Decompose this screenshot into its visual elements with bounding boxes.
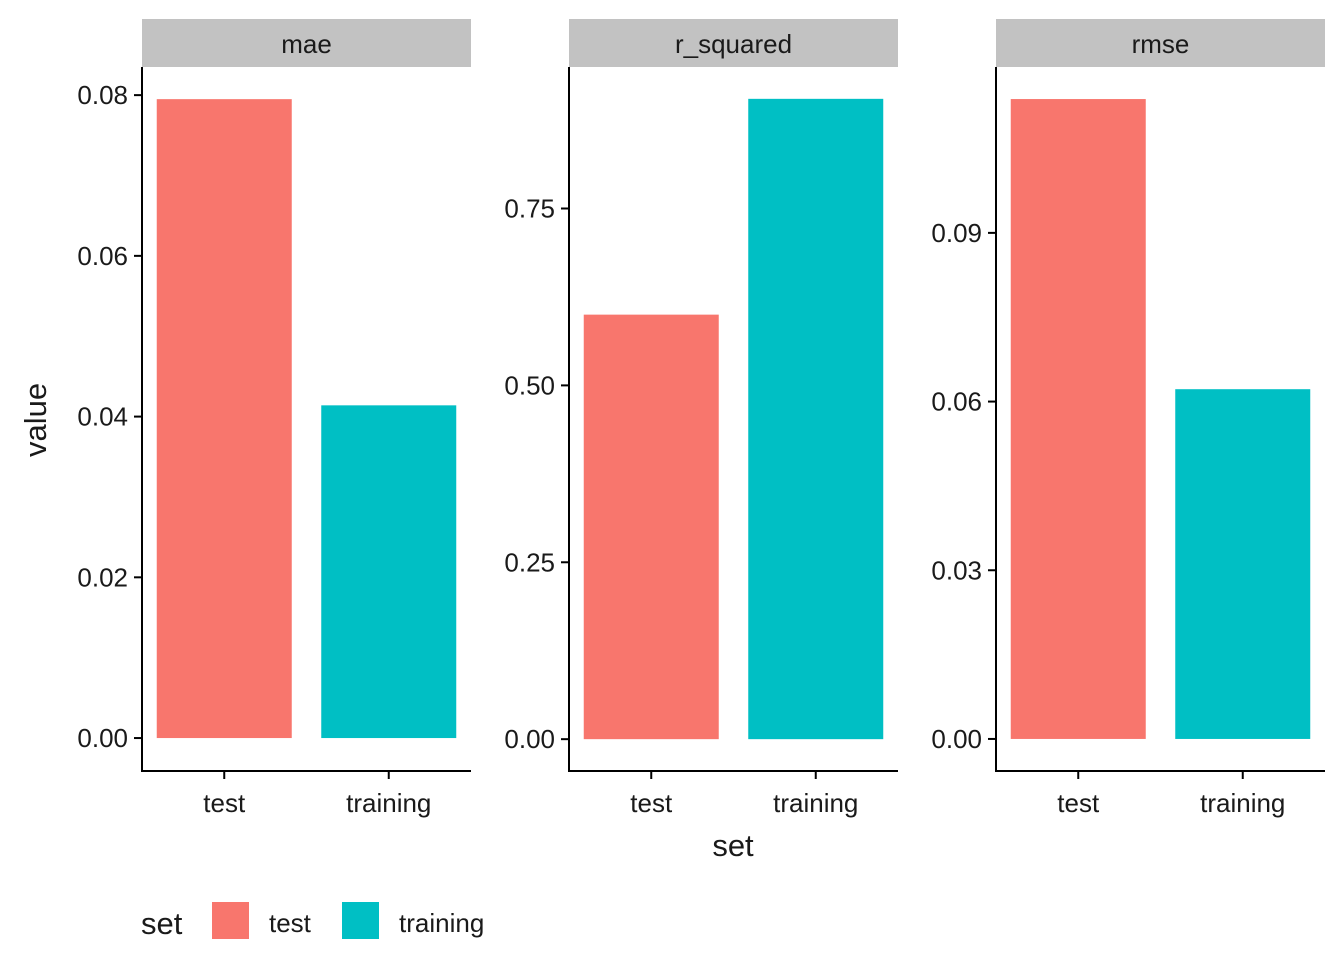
bar-mae-training xyxy=(321,405,457,739)
bar-mae-test xyxy=(156,99,292,739)
x-tick-label: training xyxy=(346,788,431,818)
x-tick-label: test xyxy=(1057,788,1100,818)
y-tick-label: 0.04 xyxy=(77,402,128,432)
bar-r-squared-test xyxy=(583,314,719,740)
x-tick-label: test xyxy=(203,788,246,818)
legend-label-training: training xyxy=(399,908,484,938)
facet-strip xyxy=(569,19,898,67)
legend-title: set xyxy=(141,906,183,941)
y-tick-label: 0.50 xyxy=(504,370,555,400)
legend-label-test: test xyxy=(269,908,312,938)
facet-strip-label: r_squared xyxy=(675,29,792,59)
y-tick-label: 0.25 xyxy=(504,547,555,577)
panel-mae: mae test training 0.00 0.02 0.04 0.06 0.08 xyxy=(77,19,471,818)
x-axis-title: set xyxy=(712,828,754,863)
legend-swatch-test xyxy=(212,902,249,939)
facet-strip xyxy=(996,19,1325,67)
y-tick-label: 0.06 xyxy=(77,241,128,271)
legend-swatch-training xyxy=(342,902,379,939)
bar-rmse-test xyxy=(1010,99,1146,739)
x-tick-label: test xyxy=(630,788,673,818)
y-tick-label: 0.06 xyxy=(931,387,982,417)
y-tick-label: 0.00 xyxy=(931,724,982,754)
bar-rmse-training xyxy=(1175,389,1311,739)
y-tick-label: 0.03 xyxy=(931,555,982,585)
facet-strip-label: mae xyxy=(281,29,332,59)
panel-rmse: rmse test training 0.00 0.03 0.06 0.09 xyxy=(931,19,1325,818)
legend: set test training xyxy=(141,902,484,941)
x-tick-label: training xyxy=(1200,788,1285,818)
y-tick-label: 0.08 xyxy=(77,80,128,110)
y-tick-label: 0.02 xyxy=(77,562,128,592)
facet-strip-label: rmse xyxy=(1132,29,1190,59)
y-tick-label: 0.75 xyxy=(504,194,555,224)
facet-strip xyxy=(142,19,471,67)
y-axis-title: value xyxy=(18,383,53,457)
y-tick-label: 0.09 xyxy=(931,218,982,248)
chart-panels: mae test training 0.00 0.02 0.04 0.06 0.08 r_squ… xyxy=(77,19,1325,818)
y-tick-label: 0.00 xyxy=(77,723,128,753)
y-tick-label: 0.00 xyxy=(504,724,555,754)
x-tick-label: training xyxy=(773,788,858,818)
bar-r-squared-training xyxy=(748,98,884,740)
